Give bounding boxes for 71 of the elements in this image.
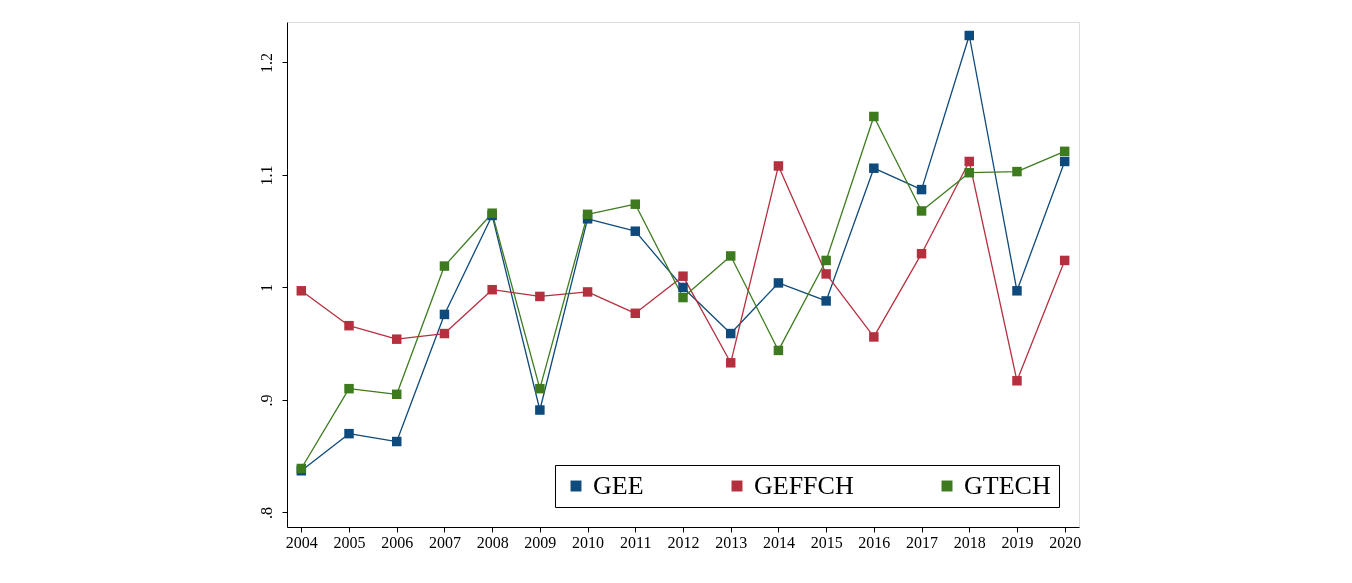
y-tick-label: .8 [257, 506, 275, 519]
point [821, 255, 831, 266]
point [725, 251, 736, 261]
point [391, 436, 402, 447]
point [1012, 166, 1022, 177]
point [869, 111, 879, 122]
x-tick-label: 2009 [524, 533, 557, 551]
x-tick-label: 2005 [333, 533, 366, 551]
point [582, 209, 593, 220]
point [344, 320, 354, 331]
point [439, 261, 450, 271]
point [296, 286, 307, 296]
legend-label: GTECH [964, 471, 1051, 500]
x-tick-label: 2013 [715, 533, 748, 551]
point [916, 184, 927, 195]
point [344, 383, 354, 394]
point [1012, 286, 1022, 296]
point [725, 358, 736, 368]
point [487, 284, 497, 295]
point [678, 282, 688, 293]
point [344, 428, 354, 439]
point [964, 30, 975, 41]
y-tick-label: 1.1 [257, 165, 275, 186]
x-tick-label: 2008 [476, 533, 509, 551]
point [964, 156, 975, 167]
x-tick-label: 2011 [620, 533, 652, 551]
point [535, 291, 545, 302]
point [821, 296, 831, 306]
point [391, 334, 402, 344]
point [535, 383, 545, 394]
point [869, 332, 879, 342]
point [630, 308, 641, 319]
x-tick-label: 2014 [762, 533, 795, 551]
point [630, 199, 641, 209]
x-tick-label: 2020 [1049, 533, 1082, 551]
point [1012, 376, 1022, 386]
point [439, 328, 450, 339]
x-tick-label: 2004 [285, 533, 318, 551]
point [1059, 146, 1070, 157]
point [630, 226, 641, 236]
point [535, 405, 545, 415]
point [678, 271, 688, 281]
y-tick-label: .9 [257, 394, 275, 407]
legend-label: GEE [593, 471, 644, 500]
point [1059, 255, 1070, 266]
legend-label: GEFFCH [754, 471, 854, 500]
point [582, 287, 593, 297]
x-tick-label: 2012 [667, 533, 700, 551]
point [773, 345, 784, 356]
point [773, 161, 784, 171]
point [821, 269, 831, 279]
y-tick-label: 1 [257, 283, 275, 292]
x-tick-label: 2010 [572, 533, 605, 551]
x-tick-label: 2017 [906, 533, 939, 551]
point [1059, 156, 1070, 167]
x-tick-label: 2006 [381, 533, 414, 551]
point [391, 389, 402, 400]
y-tick-label: 1.2 [257, 52, 275, 73]
x-tick-label: 2007 [428, 533, 461, 551]
point [439, 309, 450, 320]
point [678, 292, 688, 303]
point [869, 163, 879, 173]
point [964, 167, 975, 178]
point [916, 248, 927, 259]
x-tick-label: 2016 [858, 533, 891, 551]
point [916, 206, 927, 216]
point [773, 278, 784, 288]
x-tick-label: 2018 [953, 533, 986, 551]
x-tick-label: 2015 [810, 533, 843, 551]
x-tick-label: 2019 [1001, 533, 1034, 551]
point [725, 328, 736, 339]
